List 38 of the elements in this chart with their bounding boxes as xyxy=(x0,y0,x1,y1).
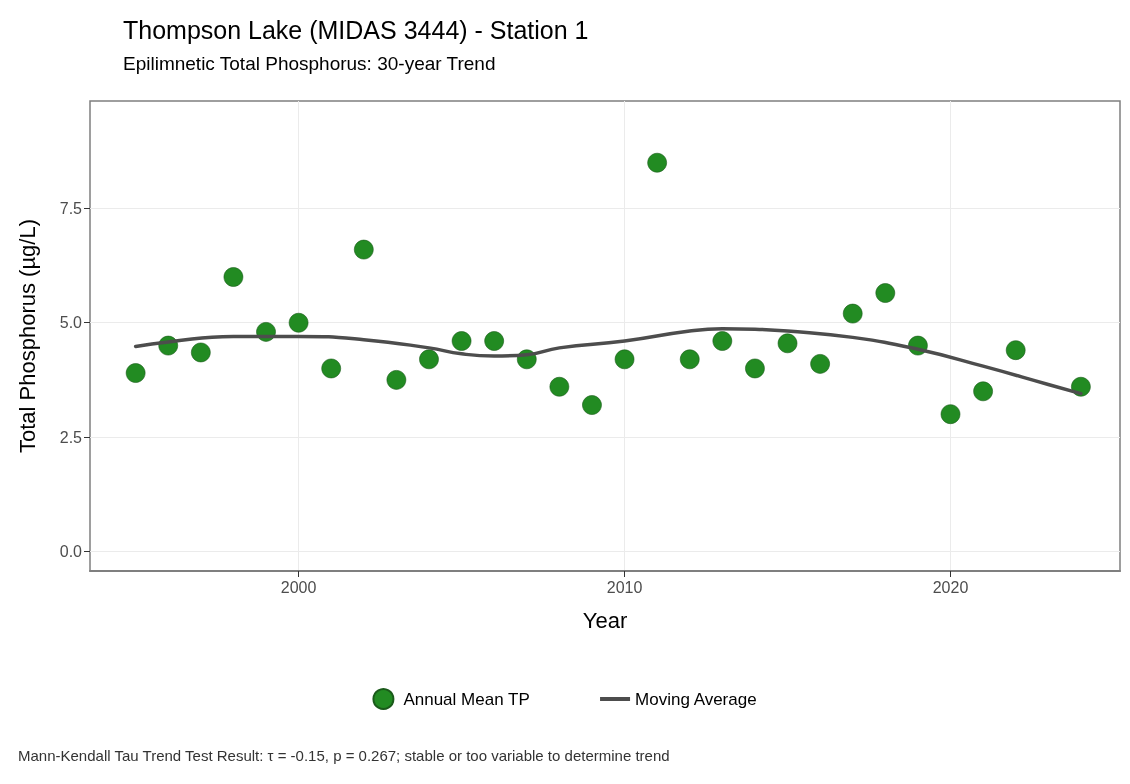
chart-title: Thompson Lake (MIDAS 3444) - Station 1 xyxy=(123,15,589,44)
point xyxy=(321,358,341,379)
point xyxy=(777,333,798,354)
x-axis-title: Year xyxy=(582,607,628,633)
point xyxy=(451,331,472,351)
point xyxy=(549,376,570,397)
x-tick-label: 2000 xyxy=(280,578,317,596)
point xyxy=(419,349,439,370)
point xyxy=(875,283,896,303)
point xyxy=(125,363,146,383)
y-tick-label: 5.0 xyxy=(59,314,83,332)
point xyxy=(647,152,667,173)
point xyxy=(386,370,407,390)
point xyxy=(973,381,993,402)
y-tick-label: 7.5 xyxy=(59,199,83,217)
legend-label: Moving Average xyxy=(635,689,757,709)
point xyxy=(354,239,374,260)
y-axis-title: Total Phosphorus (µg/L) xyxy=(14,218,40,454)
point xyxy=(288,312,309,333)
point xyxy=(712,331,733,351)
point xyxy=(810,354,830,374)
y-tick-label: 0.0 xyxy=(59,542,83,560)
x-tick-label: 2020 xyxy=(932,578,969,596)
point xyxy=(223,267,244,287)
point xyxy=(1005,340,1026,360)
point xyxy=(940,404,961,424)
text: Mann-Kendall Tau Trend Test Result: τ = -0.15, p = 0.267; stable or too variable to determine trend xyxy=(18,747,670,764)
legend-label: Annual Mean TP xyxy=(403,689,530,709)
point xyxy=(842,303,863,324)
point xyxy=(679,349,700,370)
point xyxy=(484,331,504,351)
point xyxy=(582,395,602,415)
point xyxy=(745,358,765,379)
chart-subtitle: Epilimnetic Total Phosphorus: 30-year Trend xyxy=(123,53,496,74)
y-tick-label: 2.5 xyxy=(59,428,83,446)
x-tick-label: 2010 xyxy=(606,578,643,596)
point xyxy=(191,342,211,363)
point xyxy=(614,349,635,370)
